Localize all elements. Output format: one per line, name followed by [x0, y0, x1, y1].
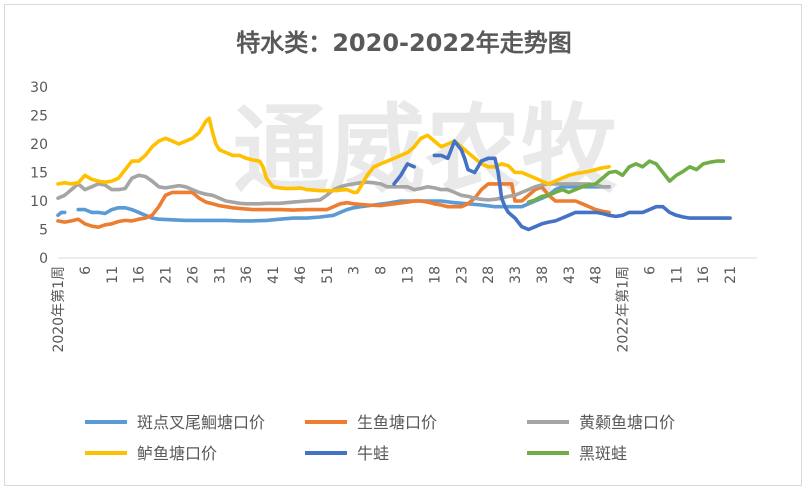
x-tick-label: 11 — [669, 266, 685, 284]
x-tick-label: 2022年第1周 — [615, 266, 632, 353]
x-tick-label: 3 — [347, 266, 363, 275]
series-line-5 — [526, 159, 726, 204]
y-tick-label: 10 — [30, 194, 48, 210]
x-tick-label: 43 — [562, 266, 578, 284]
x-tick-label: 16 — [696, 266, 712, 284]
x-tick-label: 26 — [185, 266, 201, 284]
series-line-1 — [56, 182, 611, 229]
x-tick-label: 13 — [401, 266, 417, 284]
y-tick-label: 30 — [30, 80, 48, 96]
y-axis-ticks: 0 5 10 15 20 25 30 — [30, 80, 48, 267]
x-tick-label: 46 — [293, 266, 309, 284]
y-tick-label: 20 — [30, 137, 48, 153]
x-tick-label: 33 — [508, 266, 524, 284]
x-tick-label: 21 — [723, 266, 739, 284]
x-tick-label: 36 — [239, 266, 255, 284]
y-tick-label: 15 — [30, 166, 48, 182]
y-tick-label: 25 — [30, 109, 48, 125]
x-tick-label: 28 — [481, 266, 497, 284]
x-tick-label: 2020年第1周 — [50, 266, 67, 353]
legend-label: 牛蛙 — [357, 444, 389, 463]
x-axis-ticks: 2020年第1周 6 11 16 21 26 31 36 41 46 51 3 8 13 18 23 28 33 3… — [50, 266, 739, 353]
chart-title: 特水类：2020-2022年走势图 — [236, 29, 572, 57]
y-tick-label: 0 — [39, 251, 48, 267]
x-tick-label: 11 — [105, 266, 121, 284]
series-lines — [56, 116, 732, 232]
x-tick-label: 8 — [374, 266, 390, 275]
x-tick-label: 6 — [642, 266, 658, 275]
x-tick-label: 18 — [427, 266, 443, 284]
series-line-3 — [56, 116, 611, 195]
x-tick-label: 38 — [535, 266, 551, 284]
legend-label: 黑斑蛙 — [579, 444, 627, 463]
x-tick-label: 16 — [132, 266, 148, 284]
x-tick-label: 21 — [159, 266, 175, 284]
legend-label: 黄颡鱼塘口价 — [579, 413, 675, 432]
series-line-4 — [392, 139, 732, 232]
x-tick-label: 51 — [320, 266, 336, 284]
x-tick-label: 31 — [212, 266, 228, 284]
y-tick-label: 5 — [39, 223, 48, 239]
legend-label: 斑点叉尾鮰塘口价 — [137, 413, 265, 432]
x-tick-label: 6 — [78, 266, 94, 275]
legend-label: 鲈鱼塘口价 — [137, 444, 217, 463]
x-tick-label: 23 — [454, 266, 470, 284]
x-tick-label: 48 — [589, 266, 605, 284]
chart-frame: 通威农牧 特水类：2020-2022年走势图 0 5 10 15 20 25 30 2020… — [4, 4, 802, 486]
series-line-2 — [56, 173, 611, 206]
x-tick-label: 41 — [266, 266, 282, 284]
legend-label: 生鱼塘口价 — [357, 413, 437, 432]
